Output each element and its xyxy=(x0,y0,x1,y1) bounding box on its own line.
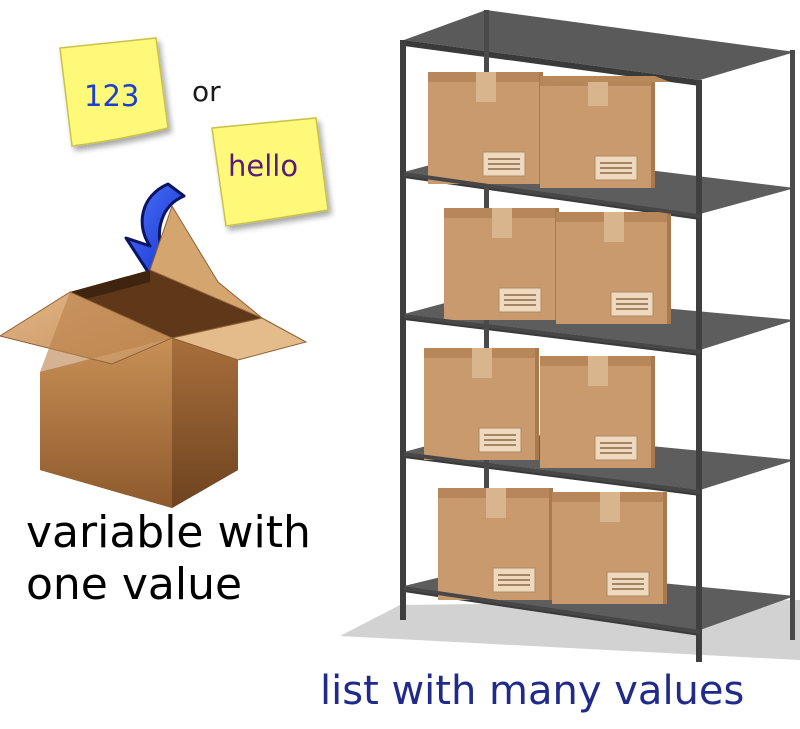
variable-caption-line1: variable with xyxy=(26,507,311,558)
shelf-front-posts xyxy=(400,40,702,662)
note-text-hello: hello xyxy=(228,149,298,183)
open-box-icon xyxy=(0,204,308,508)
shelf-row-1 xyxy=(427,71,670,189)
sticky-note-hello: hello xyxy=(211,117,329,227)
variable-caption-line2: one value xyxy=(26,558,243,610)
shelf-row-4 xyxy=(437,487,668,605)
shelf-row-2 xyxy=(443,207,672,325)
list-caption: list with many values xyxy=(320,668,745,714)
or-connector: or xyxy=(192,75,221,108)
note-text-123: 123 xyxy=(84,79,139,113)
variable-caption: variable with one value xyxy=(26,507,311,611)
sticky-note-123: 123 xyxy=(59,37,169,147)
